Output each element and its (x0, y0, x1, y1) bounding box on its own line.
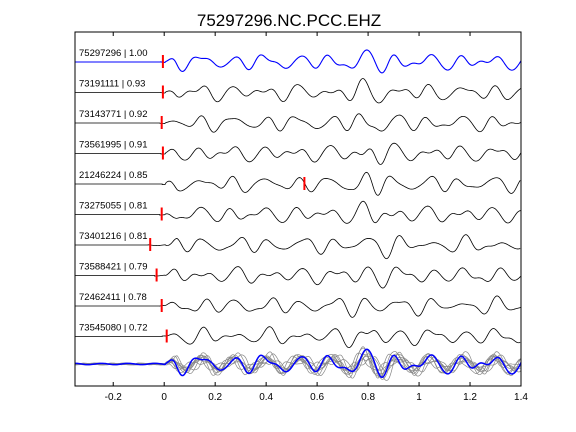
pick-marker-layer (149, 55, 306, 343)
trace-label: 73545080 | 0.72 (79, 323, 148, 334)
trace-label: 75297296 | 1.00 (79, 48, 148, 59)
trace-label: 73191111 | 0.93 (79, 79, 145, 90)
stack-trace (74, 351, 522, 378)
trace-label: 73588421 | 0.79 (79, 262, 148, 273)
plot-frame (74, 31, 522, 387)
trace-label: 72462411 | 0.78 (79, 292, 147, 303)
x-tick-label: 1.4 (514, 392, 528, 403)
trace-waveform (75, 142, 522, 165)
x-tick-label: 0 (161, 392, 167, 403)
x-axis-ticks: -0.2 0 0.2 0.4 0.6 0.8 1 1.2 1.4 (105, 32, 528, 403)
chart-title: 75297296.NC.PCC.EHZ (197, 11, 381, 30)
x-tick-label: 0.8 (361, 392, 375, 403)
trace-waveform (75, 171, 521, 196)
trace-waveform (75, 326, 521, 349)
x-tick-label: 1.2 (463, 392, 477, 403)
x-tick-label: 1 (416, 392, 422, 403)
x-tick-label: 0.2 (208, 392, 222, 403)
trace-waveform (75, 200, 521, 224)
x-tick-label: 0.4 (259, 392, 273, 403)
x-tick-label: 0.6 (310, 392, 324, 403)
trace-waveform (75, 78, 522, 104)
trace-label-layer: 75297296 | 1.00 73191111 | 0.93 73143771 |… (79, 48, 148, 334)
trace-layer (75, 49, 522, 349)
trace-waveform (75, 234, 521, 260)
trace-label: 73275055 | 0.81 (79, 201, 148, 212)
trace-waveform (75, 266, 521, 289)
trace-waveform (75, 295, 521, 318)
trace-label: 73561995 | 0.91 (79, 140, 148, 151)
stack-reference-trace (74, 348, 522, 379)
trace-label: 73401216 | 0.81 (79, 231, 148, 242)
trace-waveform (75, 49, 522, 74)
trace-label: 21246224 | 0.85 (79, 170, 148, 181)
trace-label: 73143771 | 0.92 (79, 109, 148, 120)
stacked-overlay-layer (74, 346, 522, 381)
x-tick-label: -0.2 (105, 392, 123, 403)
trace-waveform (75, 113, 521, 133)
